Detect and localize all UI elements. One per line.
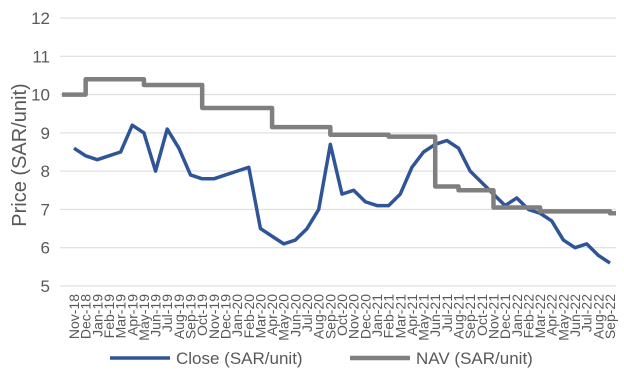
x-tick-label: Apr-20 [264,294,280,336]
x-tick-label: Sep-22 [602,294,618,339]
x-tick-label: Jan-21 [369,294,385,337]
x-tick-label: Nov-18 [66,294,82,339]
x-tick-label: Aug-22 [590,294,606,339]
x-tick-label: Aug-19 [171,294,187,339]
x-tick-label: Nov-21 [485,294,501,339]
x-tick-label: Apr-21 [404,294,420,336]
y-tick-label: 7 [41,200,50,219]
y-tick-label: 6 [41,239,50,258]
legend: Close (SAR/unit) NAV (SAR/unit) [110,349,533,368]
y-tick-label: 10 [31,86,50,105]
x-tick-label: Dec-18 [78,294,94,339]
y-tick-label: 11 [32,47,50,66]
x-tick-label: Jul-21 [439,294,455,332]
x-tick-label: Feb-20 [241,294,257,339]
y-tick-label: 8 [41,162,50,181]
legend-label: NAV (SAR/unit) [416,349,533,368]
x-tick-label: Apr-19 [124,294,140,336]
x-tick-label: Mar-22 [532,294,548,339]
y-tick-label: 12 [31,9,50,28]
x-tick-label: Oct-20 [334,294,350,336]
gridlines [60,17,616,287]
x-tick-label: May-21 [416,294,432,341]
x-tick-label: Jun-19 [148,294,164,337]
y-axis-label: Price (SAR/unit) [9,83,31,226]
legend-label: Close (SAR/unit) [176,349,303,368]
x-tick-label: Jul-22 [579,294,595,332]
series-lines [62,77,616,265]
x-tick-label: Jan-22 [509,294,525,337]
series-line-nav [62,77,616,216]
series-line-close [73,123,611,265]
x-tick-label: Feb-22 [520,294,536,339]
x-tick-label: Oct-19 [194,294,210,336]
x-tick-label: Sep-20 [322,294,338,339]
x-tick-label: Aug-20 [311,294,327,339]
x-tick-label: Aug-21 [451,294,467,339]
x-tick-label: Jan-20 [229,294,245,337]
x-tick-label: May-20 [276,294,292,341]
x-tick-label: Apr-22 [544,294,560,336]
x-tick-label: May-19 [136,294,152,341]
x-tick-label: Jun-20 [287,294,303,337]
y-axis-ticks: 5 6 7 8 9 10 11 12 [31,9,50,296]
x-tick-label: Sep-19 [183,294,199,339]
x-tick-label: Oct-21 [474,294,490,336]
x-tick-label: Dec-21 [497,294,513,339]
x-tick-label: Mar-19 [113,294,129,339]
x-tick-label: Jan-19 [89,294,105,337]
x-tick-label: Mar-20 [252,294,268,339]
x-tick-label: Jul-20 [299,294,315,332]
x-tick-label: Dec-19 [217,294,233,339]
x-tick-label: Mar-21 [392,294,408,339]
x-tick-label: Feb-21 [381,294,397,339]
x-tick-label: Feb-19 [101,294,117,339]
x-tick-label: Nov-20 [346,294,362,339]
x-tick-label: Jul-19 [159,294,175,332]
x-tick-label: Nov-19 [206,294,222,339]
x-tick-label: Jun-21 [427,294,443,337]
x-tick-label: May-22 [555,294,571,341]
x-tick-label: Jun-22 [567,294,583,337]
x-tick-label: Sep-21 [462,294,478,339]
x-axis-ticks: Nov-18Dec-18Jan-19Feb-19Mar-19Apr-19May-… [66,294,618,341]
y-tick-label: 9 [41,124,50,143]
y-tick-label: 5 [41,277,50,296]
x-tick-label: Dec-20 [357,294,373,339]
